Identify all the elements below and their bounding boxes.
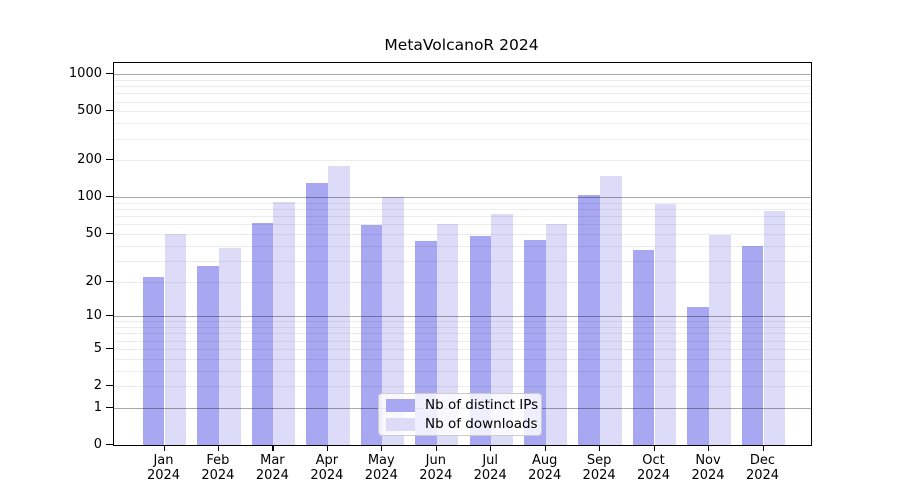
y-tick-mark xyxy=(106,159,113,161)
bar-apr-distinct-ips xyxy=(306,183,328,445)
bar-oct-downloads xyxy=(654,204,677,445)
gridline xyxy=(114,123,811,125)
y-tick-mark xyxy=(106,315,113,317)
x-axis-tick-label: Aug 2024 xyxy=(528,453,562,483)
bar-aug-downloads xyxy=(545,224,568,445)
gridline xyxy=(114,74,811,76)
x-tick-mark xyxy=(326,445,329,451)
gridline xyxy=(114,160,811,162)
x-axis-tick-label: Apr 2024 xyxy=(310,453,344,483)
y-tick-mark xyxy=(106,280,113,282)
gridline xyxy=(114,245,811,247)
y-tick-mark xyxy=(106,196,113,198)
x-tick-mark xyxy=(762,445,764,451)
x-axis-tick-label: Feb 2024 xyxy=(201,453,235,483)
y-tick-mark xyxy=(106,444,113,446)
y-tick-mark xyxy=(106,73,113,75)
x-axis-tick-label: Dec 2024 xyxy=(745,453,780,483)
x-axis-tick-label: Jan 2024 xyxy=(146,453,181,483)
bar-feb-downloads xyxy=(219,248,241,445)
bar-sep-downloads xyxy=(600,175,622,445)
bar-jan-downloads xyxy=(164,233,187,445)
legend-label-distinct-ips: Nb of distinct IPs xyxy=(425,397,539,413)
bar-oct-distinct-ips xyxy=(632,249,655,445)
x-axis-tick-label: Oct 2024 xyxy=(636,453,671,483)
gridline xyxy=(114,233,811,235)
y-axis-tick-label: 50 xyxy=(85,225,102,241)
gridline xyxy=(114,197,811,199)
x-axis-tick-label: Jun 2024 xyxy=(419,453,453,483)
y-axis-tick-label: 200 xyxy=(77,152,102,168)
x-tick-mark xyxy=(490,445,492,451)
legend-label-downloads: Nb of downloads xyxy=(425,416,538,432)
x-axis-tick-label: Mar 2024 xyxy=(255,453,289,483)
x-tick-mark xyxy=(381,445,383,451)
x-tick-mark xyxy=(653,445,655,451)
gridline xyxy=(114,202,811,204)
x-axis-tick-label: Sep 2024 xyxy=(582,453,616,483)
y-tick-mark xyxy=(106,110,113,112)
gridline xyxy=(114,79,811,81)
bar-nov-distinct-ips xyxy=(687,307,709,445)
gridline xyxy=(114,209,811,211)
x-tick-mark xyxy=(217,445,220,451)
y-axis-tick-label: 1000 xyxy=(68,66,102,82)
y-tick-mark xyxy=(106,232,113,235)
bar-dec-distinct-ips xyxy=(741,245,764,445)
legend-swatch-distinct-ips xyxy=(386,398,415,412)
x-tick-mark xyxy=(435,445,437,451)
gridline xyxy=(114,93,811,95)
x-tick-mark xyxy=(599,445,601,451)
bar-nov-downloads xyxy=(709,235,731,445)
y-axis-tick-label: 10 xyxy=(85,308,102,324)
plot-area xyxy=(113,62,812,446)
x-tick-mark xyxy=(272,445,274,451)
gridline xyxy=(114,111,811,113)
y-tick-mark xyxy=(106,385,113,387)
x-axis-tick-label: Jul 2024 xyxy=(473,453,507,483)
bar-jul-downloads xyxy=(491,214,513,445)
bar-jun-downloads xyxy=(436,223,459,445)
legend-row-distinct-ips: Nb of distinct IPs xyxy=(386,397,538,413)
gridline xyxy=(114,86,811,88)
y-axis-tick-label: 20 xyxy=(85,273,102,289)
bar-feb-distinct-ips xyxy=(197,266,219,445)
bar-may-downloads xyxy=(382,197,404,445)
gridline xyxy=(114,224,811,226)
x-axis-tick-label: May 2024 xyxy=(364,453,398,483)
gridline xyxy=(114,138,811,140)
bar-may-distinct-ips xyxy=(360,225,383,445)
bar-jul-distinct-ips xyxy=(469,236,492,445)
bar-mar-distinct-ips xyxy=(251,222,274,445)
bar-sep-distinct-ips xyxy=(578,195,601,445)
gridline xyxy=(114,101,811,103)
x-tick-mark xyxy=(163,445,165,451)
y-axis-tick-label: 500 xyxy=(77,103,102,119)
y-axis-tick-label: 2 xyxy=(93,378,102,393)
bar-apr-downloads xyxy=(327,166,350,445)
x-tick-mark xyxy=(708,445,710,451)
legend-row-downloads: Nb of downloads xyxy=(386,416,538,432)
legend-swatch-downloads xyxy=(386,417,415,431)
y-tick-mark xyxy=(106,347,113,349)
y-tick-mark xyxy=(106,406,113,408)
bar-dec-downloads xyxy=(763,211,786,445)
x-tick-mark xyxy=(544,445,546,451)
y-axis-tick-label: 100 xyxy=(77,189,102,205)
y-axis-tick-label: 1 xyxy=(93,399,102,415)
chart-title: MetaVolcanoR 2024 xyxy=(384,36,539,54)
legend: Nb of distinct IPs Nb of downloads xyxy=(378,393,542,436)
y-axis-tick-label: 5 xyxy=(93,340,102,356)
y-axis-tick-label: 0 xyxy=(93,437,102,452)
bar-mar-downloads xyxy=(273,201,296,445)
x-axis-tick-label: Nov 2024 xyxy=(691,453,725,483)
bar-jan-distinct-ips xyxy=(142,276,165,445)
gridline xyxy=(114,216,811,218)
